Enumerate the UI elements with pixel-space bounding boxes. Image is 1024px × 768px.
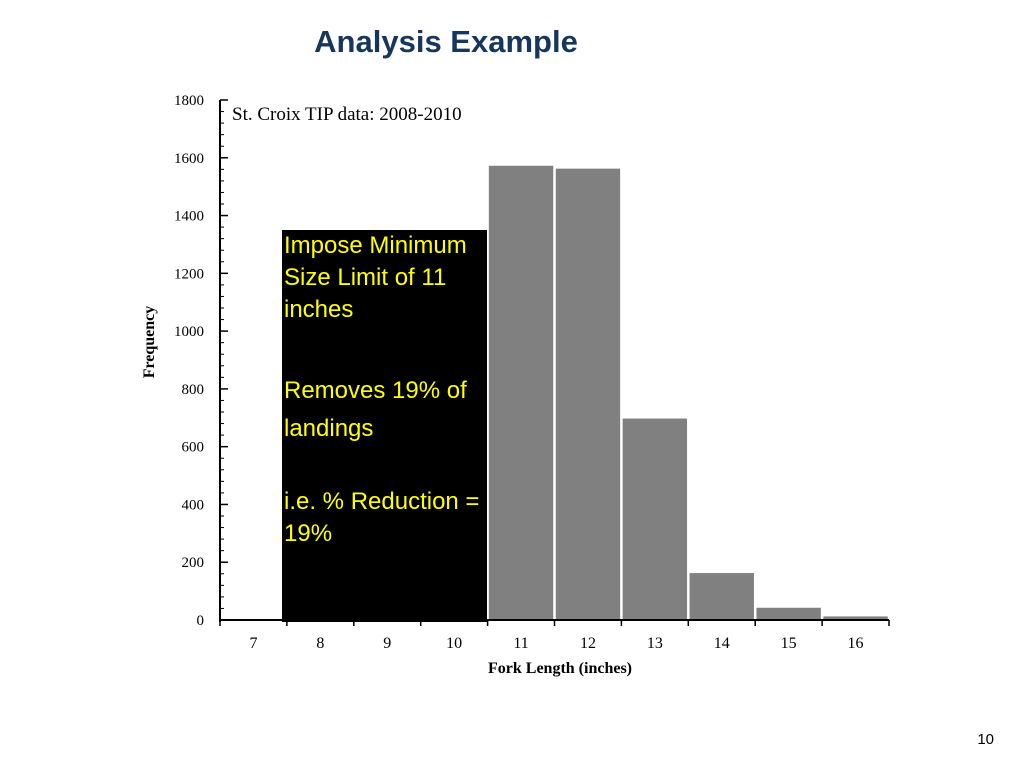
- bar-15: [754, 606, 823, 621]
- x-axis-label: Fork Length (inches): [488, 660, 632, 677]
- annotation-reduction: i.e. % Reduction = 19%: [284, 488, 480, 547]
- x-tick-label: 11: [513, 635, 528, 652]
- y-tick-label: 800: [182, 382, 205, 398]
- y-tick-label: 1200: [174, 266, 204, 282]
- axes-group: 0 200 400 600 800 1000 1200 1400 1600 1800 7 8 9 10 11…: [174, 93, 890, 652]
- annotation-removes: Removes 19% of landings: [284, 377, 467, 442]
- bar-14: [688, 571, 756, 621]
- y-tick-label: 1400: [174, 209, 204, 225]
- x-tick-label: 9: [383, 635, 391, 652]
- bar-13: [621, 417, 689, 621]
- y-tick-label: 0: [197, 613, 205, 629]
- x-tick-label: 14: [714, 635, 730, 652]
- annotation-box: Impose Minimum Size Limit of 11 inches R…: [282, 230, 487, 622]
- slide-title: Analysis Example: [314, 24, 578, 59]
- x-tick-label: 8: [316, 635, 324, 652]
- y-tick-label: 200: [182, 555, 205, 571]
- bar-12: [554, 167, 622, 621]
- x-tick-label: 12: [580, 635, 596, 652]
- chart-title: St. Croix TIP data: 2008-2010: [232, 104, 462, 125]
- x-tick-label: 16: [848, 635, 864, 652]
- x-tick-label: 10: [446, 635, 462, 652]
- page-number: 10: [977, 731, 994, 748]
- bar-11: [487, 164, 555, 621]
- annotation-size-limit: Impose Minimum Size Limit of 11 inches: [284, 232, 467, 323]
- x-tick-label: 7: [249, 635, 257, 652]
- y-tick-label: 1000: [174, 324, 204, 340]
- y-tick-label: 400: [182, 497, 205, 513]
- y-tick-label: 600: [182, 440, 205, 456]
- y-tick-label: 1600: [174, 151, 204, 167]
- y-tick-label: 1800: [174, 93, 204, 109]
- y-axis-label: Frequency: [141, 306, 158, 379]
- x-tick-label: 13: [647, 635, 663, 652]
- x-tick-label: 15: [781, 635, 797, 652]
